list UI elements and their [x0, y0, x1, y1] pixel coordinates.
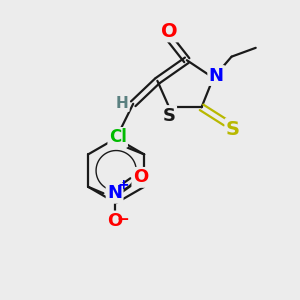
Text: Cl: Cl: [109, 128, 127, 146]
Text: S: S: [226, 120, 240, 139]
Text: O: O: [107, 212, 122, 230]
Text: S: S: [163, 106, 176, 124]
Text: N: N: [107, 184, 122, 202]
Text: O: O: [161, 22, 178, 41]
Text: O: O: [133, 168, 148, 186]
Text: N: N: [209, 67, 224, 85]
Text: H: H: [116, 96, 128, 111]
Text: −: −: [116, 212, 129, 227]
Text: +: +: [117, 178, 129, 192]
